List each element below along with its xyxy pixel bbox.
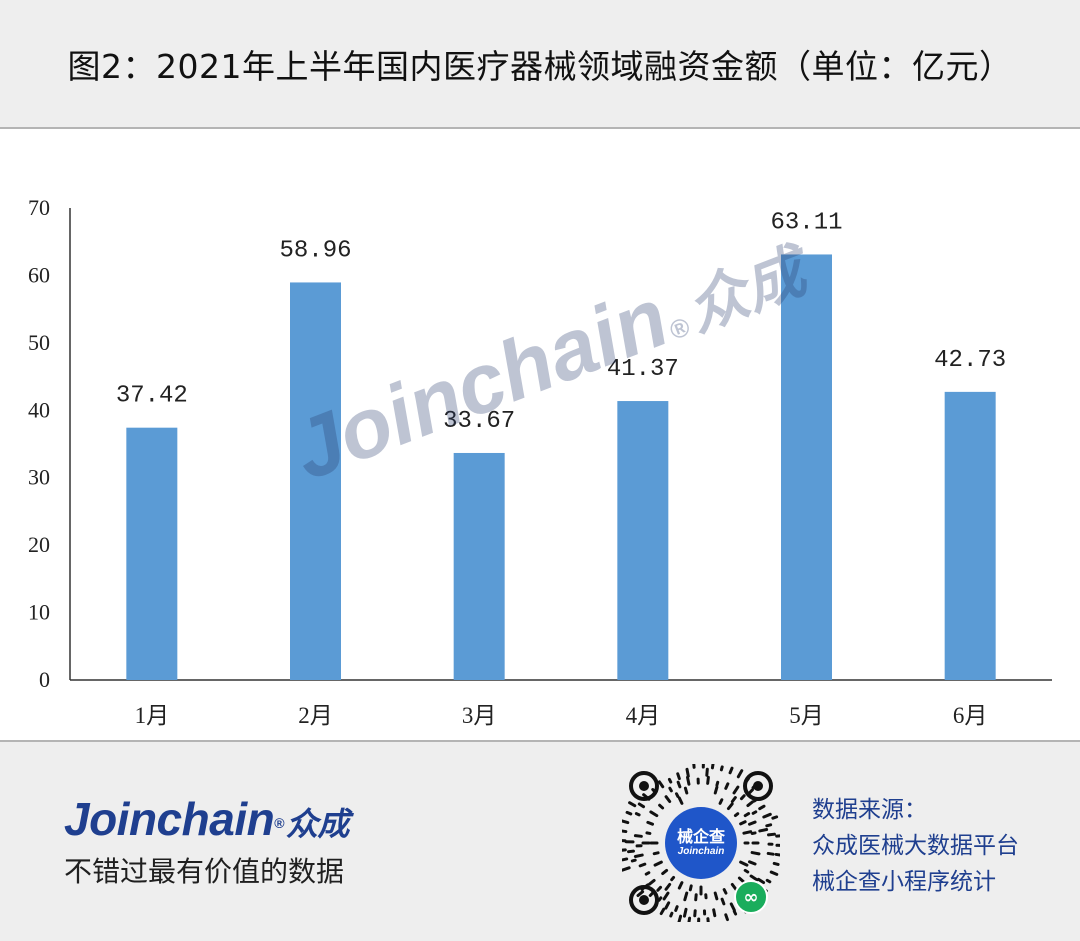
source-line-3: 械企查小程序统计: [812, 864, 1019, 900]
y-tick-label: 40: [28, 397, 50, 422]
y-tick-label: 10: [28, 600, 50, 625]
bar: [290, 282, 341, 680]
data-label: 58.96: [279, 237, 351, 264]
qr-center-line1: 械企查: [677, 828, 725, 846]
x-tick-label: 3月: [462, 703, 497, 728]
y-tick-label: 30: [28, 465, 50, 490]
qr-center-line2: Joinchain: [678, 846, 725, 858]
brand-reg: ®: [274, 815, 284, 831]
mini-program-icon: ∞: [734, 880, 768, 914]
bar: [781, 254, 832, 680]
chart-area: 0 10 20 30 40 50 60 70 37.42 1月 58.96 2月 33.67 3月 41.3…: [0, 129, 1080, 740]
source-line-1: 数据来源：: [812, 792, 1019, 828]
footer-panel: Joinchain®众成 不错过最有价值的数据 械企查 Joinchain ∞ …: [0, 740, 1080, 941]
data-label: 33.67: [443, 408, 515, 435]
y-tick-label: 50: [28, 330, 50, 355]
brand-name: Joinchain: [64, 793, 274, 845]
bar: [945, 392, 996, 680]
data-source: 数据来源： 众成医械大数据平台 械企查小程序统计: [812, 792, 1019, 900]
data-label: 63.11: [770, 209, 842, 236]
y-tick-label: 20: [28, 532, 50, 557]
qr-center-logo: 械企查 Joinchain: [665, 807, 737, 879]
bar-chart: 0 10 20 30 40 50 60 70 37.42 1月 58.96 2月 33.67 3月 41.3…: [0, 129, 1080, 740]
slogan: 不错过最有价值的数据: [64, 850, 344, 890]
brand-name-cn: 众成: [286, 806, 349, 842]
source-line-2: 众成医械大数据平台: [812, 828, 1019, 864]
x-tick-label: 2月: [298, 703, 333, 728]
y-tick-label: 0: [39, 667, 50, 692]
header-bar: 图2：2021年上半年国内医疗器械领域融资金额（单位：亿元）: [0, 0, 1080, 129]
data-label: 42.73: [934, 347, 1006, 374]
y-tick-label: 60: [28, 262, 50, 287]
bar: [126, 428, 177, 680]
data-label: 37.42: [116, 383, 188, 410]
chart-title: 图2：2021年上半年国内医疗器械领域融资金额（单位：亿元）: [68, 40, 1013, 88]
x-tick-label: 4月: [626, 703, 661, 728]
x-tick-label: 6月: [953, 703, 988, 728]
x-tick-label: 5月: [789, 703, 824, 728]
y-tick-label: 70: [28, 195, 50, 220]
bar: [454, 453, 505, 680]
data-label: 41.37: [607, 356, 679, 383]
brand-logo: Joinchain®众成: [64, 792, 349, 846]
qr-code[interactable]: 械企查 Joinchain ∞: [622, 764, 780, 922]
bar: [617, 401, 668, 680]
x-tick-label: 1月: [135, 703, 170, 728]
